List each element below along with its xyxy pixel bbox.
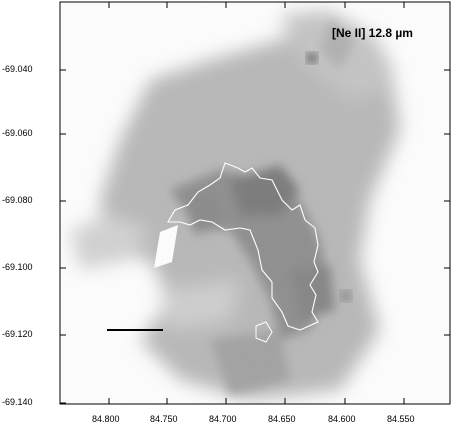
plot-frame: [59, 1, 451, 405]
x-tick-label: 84.550: [387, 414, 415, 424]
y-tick-label: -69.060: [2, 128, 33, 138]
x-tick-label: 84.700: [209, 414, 237, 424]
image-title: [Ne II] 12.8 µm: [332, 26, 413, 40]
x-tick-label: 84.800: [92, 414, 120, 424]
emission-contour: [167, 162, 319, 331]
y-tick-label: -69.040: [2, 64, 33, 74]
emission-contour-small: [255, 321, 273, 343]
y-tick-label: -69.080: [2, 195, 33, 205]
x-tick-label: 84.600: [328, 414, 356, 424]
y-tick-label: -69.140: [2, 397, 33, 407]
x-tick-label: 84.750: [150, 414, 178, 424]
y-tick-label: -69.120: [2, 329, 33, 339]
x-axis-ticks: [108, 2, 405, 404]
y-axis-ticks: [60, 69, 450, 404]
nebula-emission: [60, 2, 450, 404]
y-tick-label: -69.100: [2, 262, 33, 272]
x-tick-label: 84.650: [268, 414, 296, 424]
